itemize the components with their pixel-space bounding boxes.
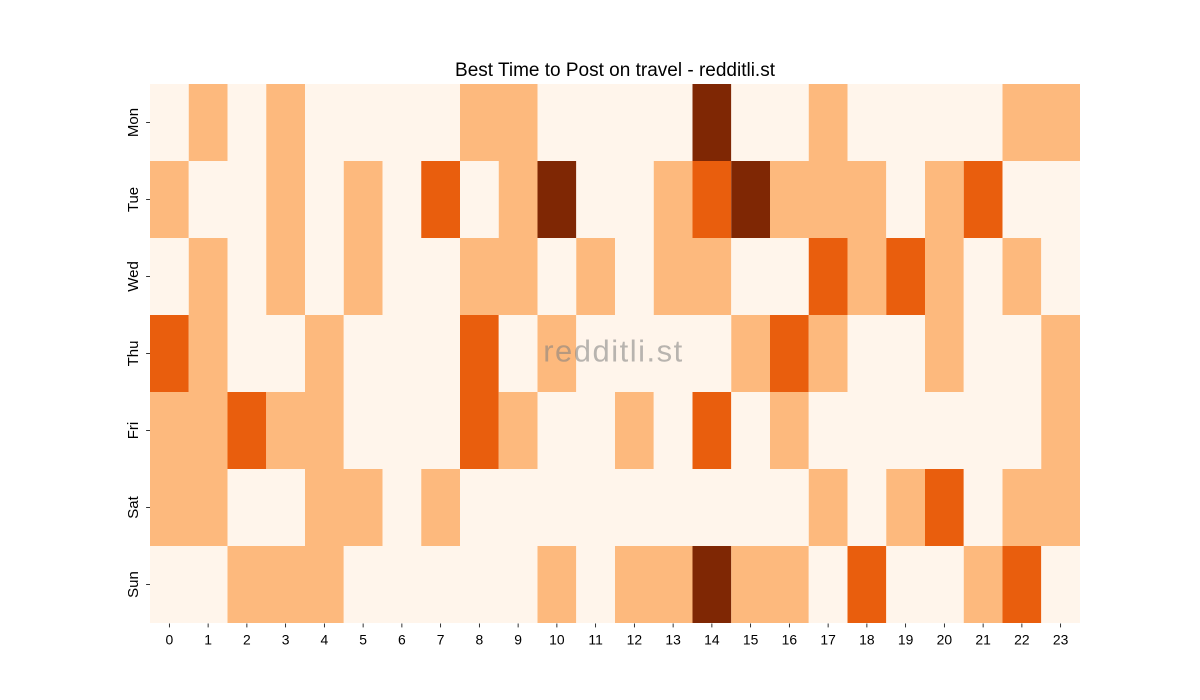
svg-text:Tue: Tue <box>125 187 142 212</box>
svg-text:22: 22 <box>1014 632 1030 648</box>
svg-text:23: 23 <box>1053 632 1069 648</box>
svg-text:17: 17 <box>820 632 836 648</box>
svg-text:12: 12 <box>627 632 643 648</box>
svg-text:2: 2 <box>243 632 251 648</box>
svg-text:0: 0 <box>166 632 174 648</box>
svg-text:4: 4 <box>321 632 329 648</box>
svg-text:Best Time to Post on travel -: Best Time to Post on travel - redditli.s… <box>455 60 776 81</box>
svg-text:Fri: Fri <box>125 422 142 440</box>
svg-text:21: 21 <box>975 632 991 648</box>
svg-text:Sun: Sun <box>125 571 142 598</box>
svg-text:14: 14 <box>704 632 720 648</box>
svg-text:redditli.st: redditli.st <box>543 334 684 369</box>
svg-text:10: 10 <box>549 632 565 648</box>
svg-text:15: 15 <box>743 632 759 648</box>
svg-text:Sat: Sat <box>125 495 142 518</box>
svg-text:5: 5 <box>359 632 367 648</box>
svg-text:3: 3 <box>282 632 290 648</box>
svg-text:1: 1 <box>204 632 212 648</box>
svg-text:16: 16 <box>782 632 798 648</box>
svg-text:9: 9 <box>514 632 522 648</box>
svg-text:19: 19 <box>898 632 914 648</box>
svg-text:13: 13 <box>665 632 681 648</box>
svg-text:Wed: Wed <box>125 261 142 292</box>
svg-text:Thu: Thu <box>125 341 142 367</box>
svg-text:Mon: Mon <box>125 108 142 137</box>
svg-text:11: 11 <box>588 632 603 648</box>
svg-text:7: 7 <box>437 632 445 648</box>
svg-text:8: 8 <box>476 632 484 648</box>
svg-text:6: 6 <box>398 632 406 648</box>
svg-text:20: 20 <box>937 632 953 648</box>
svg-text:18: 18 <box>859 632 875 648</box>
